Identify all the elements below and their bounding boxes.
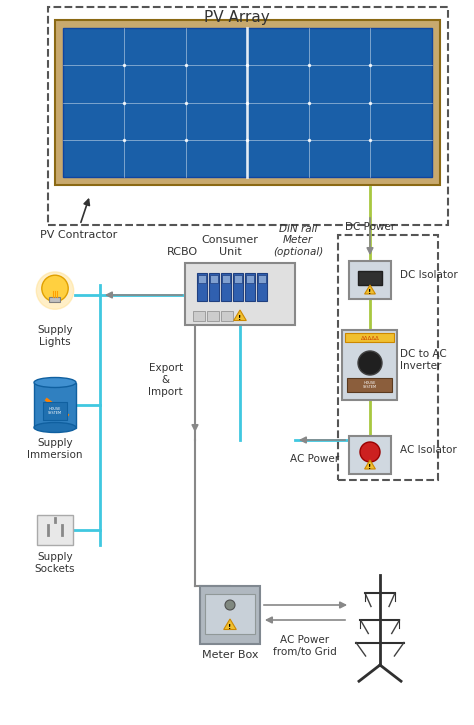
Text: Export
&
Import: Export & Import	[148, 363, 183, 397]
FancyBboxPatch shape	[222, 275, 230, 283]
Polygon shape	[49, 297, 61, 302]
FancyBboxPatch shape	[221, 273, 231, 301]
FancyBboxPatch shape	[207, 311, 219, 321]
FancyBboxPatch shape	[258, 275, 266, 283]
Circle shape	[36, 272, 73, 310]
FancyBboxPatch shape	[245, 273, 255, 301]
Text: Supply
Immersion: Supply Immersion	[27, 438, 83, 460]
Circle shape	[358, 351, 382, 375]
FancyBboxPatch shape	[55, 20, 440, 185]
FancyBboxPatch shape	[43, 402, 67, 420]
FancyBboxPatch shape	[210, 275, 218, 283]
Text: HOUSE
SYSTEM: HOUSE SYSTEM	[48, 407, 62, 415]
FancyBboxPatch shape	[346, 333, 394, 342]
Polygon shape	[365, 460, 375, 469]
Text: PV Contractor: PV Contractor	[40, 230, 117, 240]
FancyBboxPatch shape	[233, 273, 243, 301]
Text: HOUSE
SYSTEM: HOUSE SYSTEM	[363, 381, 377, 389]
FancyBboxPatch shape	[349, 436, 391, 474]
Circle shape	[42, 276, 68, 302]
FancyBboxPatch shape	[257, 273, 267, 301]
Ellipse shape	[34, 378, 76, 387]
Text: !: !	[368, 463, 372, 470]
FancyBboxPatch shape	[349, 261, 391, 299]
Text: ΔΔΔΔΔ: ΔΔΔΔΔ	[361, 336, 379, 341]
Text: DIN rail
Meter
(optional): DIN rail Meter (optional)	[273, 224, 323, 257]
Circle shape	[225, 600, 235, 610]
Text: DC to AC
Inverter: DC to AC Inverter	[400, 349, 447, 370]
FancyBboxPatch shape	[63, 28, 432, 177]
Text: RCBO: RCBO	[166, 247, 198, 257]
Text: !: !	[238, 315, 242, 320]
FancyBboxPatch shape	[246, 275, 254, 283]
FancyBboxPatch shape	[221, 311, 233, 321]
Text: Consumer
Unit: Consumer Unit	[201, 236, 258, 257]
Polygon shape	[234, 310, 246, 320]
Text: AC Power
from/to Grid: AC Power from/to Grid	[273, 635, 337, 657]
Ellipse shape	[34, 423, 76, 433]
Text: Supply
Lights: Supply Lights	[37, 325, 73, 347]
Text: DC Power: DC Power	[345, 222, 395, 232]
FancyBboxPatch shape	[209, 273, 219, 301]
Text: !: !	[228, 624, 232, 630]
FancyBboxPatch shape	[234, 275, 242, 283]
Text: AC Isolator: AC Isolator	[400, 445, 457, 455]
Polygon shape	[365, 285, 375, 294]
Text: DC Isolator: DC Isolator	[400, 270, 458, 280]
FancyBboxPatch shape	[198, 275, 206, 283]
FancyBboxPatch shape	[343, 330, 398, 400]
FancyBboxPatch shape	[200, 586, 260, 644]
Circle shape	[360, 442, 380, 462]
FancyBboxPatch shape	[358, 271, 382, 285]
FancyBboxPatch shape	[37, 515, 73, 545]
Text: AC Power: AC Power	[291, 454, 339, 464]
FancyBboxPatch shape	[347, 378, 392, 392]
Text: !: !	[368, 289, 372, 294]
Text: Supply
Sockets: Supply Sockets	[35, 552, 75, 573]
Polygon shape	[224, 619, 237, 629]
FancyBboxPatch shape	[185, 263, 295, 325]
FancyBboxPatch shape	[193, 311, 205, 321]
Text: Meter Box: Meter Box	[202, 650, 258, 660]
Text: PV Array: PV Array	[204, 10, 270, 25]
FancyBboxPatch shape	[205, 594, 255, 634]
FancyBboxPatch shape	[34, 383, 76, 428]
FancyBboxPatch shape	[197, 273, 207, 301]
